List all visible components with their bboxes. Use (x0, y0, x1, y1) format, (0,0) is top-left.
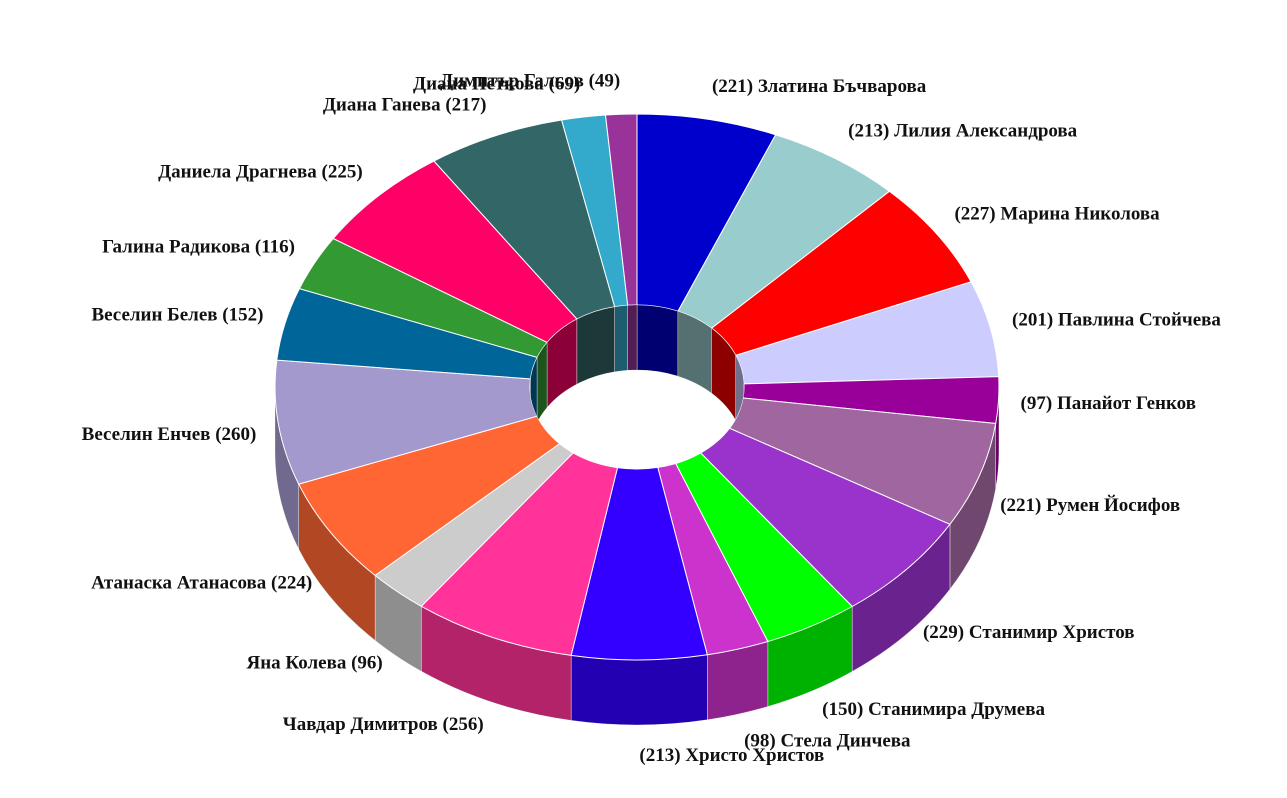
side-shade (707, 641, 768, 720)
label-value: (227) (954, 204, 995, 225)
inner-shade (537, 342, 548, 423)
label-value: (152) (222, 305, 263, 326)
data-label: (213) Христо Христов (639, 745, 824, 766)
label-value: (116) (255, 237, 295, 258)
side-shade (571, 654, 708, 725)
inner-shade (678, 311, 712, 394)
data-label: Галина Радикова (116) (102, 237, 295, 258)
label-value: (221) (712, 76, 753, 97)
label-value: (260) (215, 424, 256, 445)
data-label: Веселин Енчев (260) (82, 424, 257, 445)
label-name: Диана Петкова (413, 74, 544, 95)
label-value: (49) (589, 71, 621, 92)
label-name: Веселин Белев (91, 305, 217, 326)
label-value: (213) (848, 121, 889, 142)
label-name: Румен Йосифов (1046, 494, 1180, 516)
label-name: Стела Динчева (781, 731, 912, 752)
label-name: Димитър Гальов (440, 71, 584, 92)
label-value: (217) (445, 95, 486, 116)
label-value: (69) (549, 74, 581, 95)
data-label: Диана Ганева (217) (323, 95, 487, 116)
data-label: Атанаска Атанасова (224) (91, 573, 312, 594)
data-label: (201) Павлина Стойчева (1012, 310, 1221, 331)
label-name: Даниела Драгнева (158, 162, 317, 183)
side-shade (298, 484, 376, 641)
label-value: (213) (639, 745, 680, 766)
label-name: Панайот Генков (1057, 393, 1196, 414)
label-name: Станимир Христов (969, 622, 1135, 643)
inner-shade (547, 319, 577, 408)
data-label: (221) Румен Йосифов (1000, 494, 1180, 516)
label-name: Атанаска Атанасова (91, 573, 267, 594)
label-name: Павлина Стойчева (1058, 310, 1222, 331)
label-name: Яна Колева (246, 653, 346, 674)
data-label: Диана Петкова (69) (413, 74, 580, 95)
label-value: (224) (271, 573, 312, 594)
data-label: (213) Лилия Александрова (848, 121, 1078, 142)
label-value: (225) (322, 162, 363, 183)
label-name: Лилия Александрова (894, 121, 1078, 142)
data-label: (227) Марина Николова (954, 204, 1160, 225)
data-label: Даниела Драгнева (225) (158, 162, 363, 183)
data-label: Веселин Белев (152) (91, 305, 263, 326)
inner-shade (627, 305, 637, 371)
data-label: (221) Златина Бъчварова (712, 76, 927, 97)
data-label: (150) Станимира Друмева (822, 700, 1045, 721)
data-label: Димитър Гальов (49) (440, 71, 620, 92)
data-label: (98) Стела Динчева (744, 731, 911, 752)
side-shade (767, 606, 853, 707)
label-name: Златина Бъчварова (758, 76, 927, 97)
label-value: (96) (351, 653, 383, 674)
label-name: Христо Христов (685, 745, 824, 766)
label-value: (201) (1012, 310, 1053, 331)
side-shade (995, 387, 999, 489)
label-value: (98) (744, 731, 776, 752)
data-label: Яна Колева (96) (246, 653, 382, 674)
data-label: Чавдар Димитров (256) (283, 715, 484, 736)
label-name: Диана Ганева (323, 95, 441, 116)
inner-shade (637, 305, 678, 377)
hole-bottom (530, 370, 744, 469)
data-label: (97) Панайот Генков (1021, 393, 1196, 414)
inner-shade (577, 306, 615, 385)
label-name: Чавдар Димитров (283, 715, 438, 736)
side-shade (375, 575, 422, 672)
side-shade (852, 524, 950, 672)
inner-shade (711, 328, 736, 421)
labels: (221) Златина Бъчварова (213) Лилия Алекс… (82, 71, 1222, 767)
inner-shade (614, 305, 628, 372)
label-name: Веселин Енчев (82, 424, 211, 445)
label-value: (256) (443, 715, 484, 736)
label-name: Галина Радикова (102, 237, 251, 258)
side-shade (275, 387, 299, 550)
data-label: (229) Станимир Христов (923, 622, 1135, 643)
sides (274, 386, 1000, 726)
label-value: (97) (1021, 393, 1053, 414)
side-shade (421, 606, 572, 721)
label-name: Станимира Друмева (868, 700, 1045, 721)
label-name: Марина Николова (1000, 204, 1160, 225)
label-value: (150) (822, 700, 863, 721)
tops (274, 113, 1000, 661)
label-value: (221) (1000, 495, 1041, 516)
label-value: (229) (923, 622, 964, 643)
